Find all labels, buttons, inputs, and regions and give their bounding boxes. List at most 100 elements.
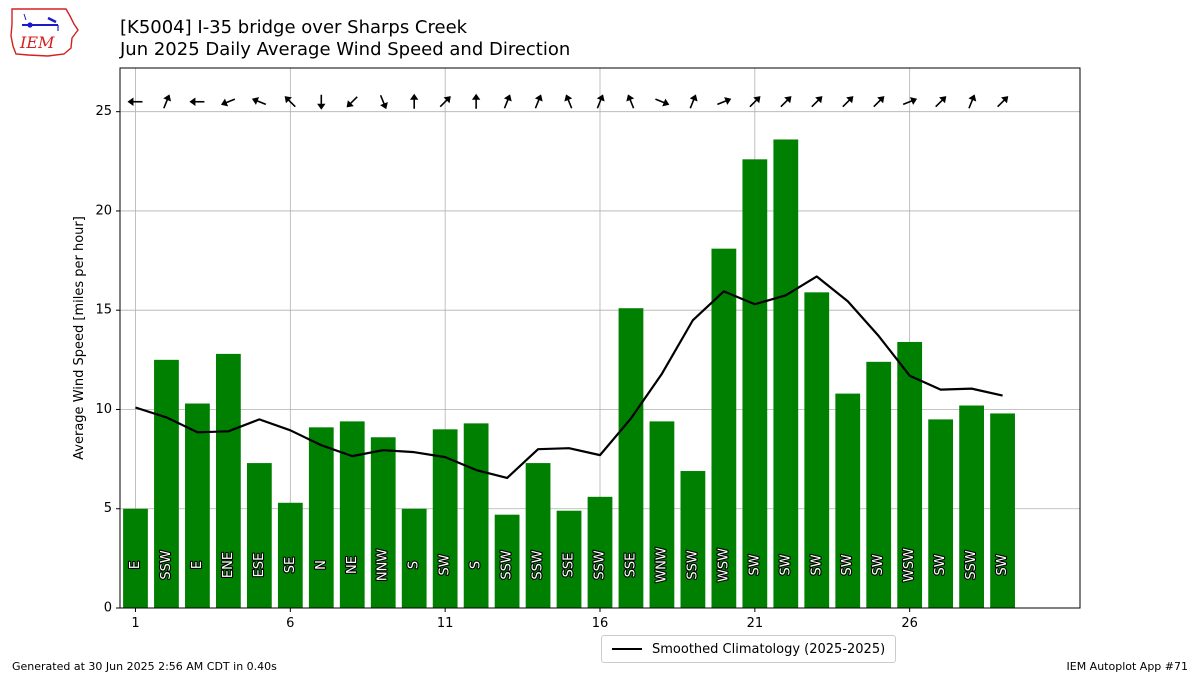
speed-bar [990, 413, 1015, 608]
direction-label: SW [933, 554, 948, 575]
y-tick-label: 10 [95, 402, 112, 417]
direction-label: SE [283, 557, 298, 573]
y-axis-label: Average Wind Speed [miles per hour] [72, 216, 87, 460]
direction-label: SSW [159, 550, 174, 580]
wind-direction-arrow [968, 94, 977, 109]
wind-direction-arrow [717, 97, 732, 106]
speed-bar [649, 421, 675, 608]
speed-bar [742, 159, 768, 608]
speed-bar [463, 423, 489, 608]
speed-bar [370, 437, 396, 608]
speed-bar [432, 429, 458, 608]
climatology-line [135, 275, 1003, 480]
wind-direction-arrow [379, 94, 388, 110]
direction-label: SW [809, 554, 824, 575]
speed-bar [959, 405, 984, 608]
direction-arrows [127, 93, 1009, 110]
direction-label: SW [871, 554, 886, 575]
legend-line-swatch [612, 648, 642, 650]
wind-direction-arrow [842, 96, 854, 108]
wind-direction-arrow [251, 97, 267, 106]
y-tick-label: 20 [95, 203, 112, 218]
speed-bar [277, 502, 303, 608]
climatology-series-line [135, 275, 1003, 480]
x-tick-label: 11 [437, 616, 454, 631]
direction-label: SW [747, 554, 762, 575]
x-tick-label: 21 [747, 616, 764, 631]
direction-label: SSE [623, 553, 638, 578]
direction-labels: E SSW E ENE ESE SE N NE NNW S SW S SSW SSW SSE SSW SSE WN… [127, 546, 1011, 584]
speed-bar [154, 359, 179, 608]
speed-bar [185, 403, 210, 608]
direction-label: E [128, 561, 143, 569]
speed-bar [401, 508, 427, 608]
direction-label: SSW [500, 550, 515, 580]
direction-label: SSW [531, 550, 546, 580]
direction-label: SW [438, 554, 453, 575]
speed-bar [928, 419, 954, 608]
x-tick-label: 6 [286, 616, 294, 631]
wind-direction-arrow [780, 96, 792, 108]
wind-direction-arrow [220, 98, 236, 107]
speed-bar [246, 463, 272, 608]
wind-direction-arrow [189, 97, 205, 106]
chart-title: [K5004] I-35 bridge over Sharps Creek [120, 17, 468, 38]
speed-bar [494, 514, 520, 608]
direction-label: S [469, 561, 484, 569]
speed-bar [556, 510, 582, 608]
wind-direction-arrow [902, 97, 918, 106]
wind-direction-arrow [689, 94, 698, 109]
y-tick-label: 25 [95, 104, 112, 119]
speed-bar [773, 139, 799, 608]
direction-label: SSW [593, 550, 608, 580]
speed-bar [618, 308, 644, 608]
direction-label: SW [995, 554, 1010, 575]
wind-direction-arrow [935, 96, 947, 108]
wind-direction-arrow [596, 94, 605, 109]
wind-direction-arrow [317, 94, 326, 110]
wind-direction-arrow [873, 96, 885, 108]
wind-direction-arrow [503, 94, 512, 109]
wind-direction-arrow [471, 93, 481, 109]
speed-bars [123, 139, 1015, 609]
x-tick-label: 26 [901, 616, 918, 631]
speed-bar [804, 292, 830, 608]
direction-label: SW [778, 554, 793, 575]
wind-direction-arrow [163, 94, 172, 109]
wind-direction-arrow [409, 93, 419, 109]
wind-direction-arrow [284, 96, 296, 108]
y-tick-label: 15 [95, 303, 112, 318]
wind-direction-arrow [127, 97, 143, 106]
generated-timestamp: Generated at 30 Jun 2025 2:56 AM CDT in … [12, 660, 277, 673]
wind-direction-arrow [346, 96, 358, 108]
y-tick-label: 5 [104, 501, 112, 516]
direction-label: E [190, 561, 205, 569]
direction-label: NE [345, 556, 360, 574]
speed-bar [866, 361, 892, 608]
wind-direction-arrow [749, 96, 761, 108]
speed-bar [711, 248, 737, 609]
app-label: IEM Autoplot App #71 [1066, 660, 1189, 673]
wind-direction-arrow [564, 94, 573, 109]
direction-label: N [314, 560, 329, 570]
wind-direction-arrow [811, 96, 823, 108]
direction-label: SSE [562, 553, 577, 578]
iem-logo: IEM [10, 8, 79, 57]
direction-label: SSW [685, 550, 700, 580]
legend: Smoothed Climatology (2025-2025) [601, 635, 897, 663]
wind-direction-arrow [655, 98, 670, 107]
iowa-outline-shape [10, 8, 79, 57]
logo-text: IEM [19, 33, 55, 52]
speed-bar [680, 471, 706, 608]
wind-direction-arrow [439, 96, 451, 108]
direction-label: ENE [221, 552, 236, 578]
direction-label: NNW [376, 549, 391, 581]
speed-bar [587, 496, 613, 608]
speed-bar [308, 427, 334, 608]
direction-label: SW [840, 554, 855, 575]
direction-label: WSW [716, 548, 731, 582]
y-tick-label: 0 [104, 601, 112, 616]
wind-direction-arrow [626, 94, 635, 109]
